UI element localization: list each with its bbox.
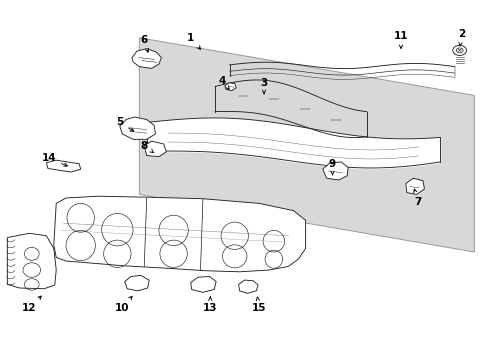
Text: 4: 4	[218, 76, 229, 89]
Text: 13: 13	[203, 297, 217, 313]
Text: 3: 3	[260, 78, 267, 94]
Polygon shape	[139, 38, 473, 252]
Text: 14: 14	[41, 153, 67, 166]
Polygon shape	[54, 196, 305, 272]
Polygon shape	[120, 117, 155, 139]
Polygon shape	[132, 49, 161, 68]
Circle shape	[455, 48, 462, 53]
Polygon shape	[405, 178, 424, 194]
Polygon shape	[46, 160, 81, 172]
Text: 9: 9	[328, 159, 335, 175]
Text: 8: 8	[141, 141, 153, 153]
Text: 12: 12	[22, 296, 41, 313]
Circle shape	[452, 45, 466, 55]
Polygon shape	[224, 83, 236, 91]
Text: 7: 7	[413, 189, 421, 207]
Text: 11: 11	[393, 31, 407, 48]
Polygon shape	[144, 141, 166, 157]
Polygon shape	[7, 233, 56, 289]
Polygon shape	[322, 162, 347, 180]
Text: 2: 2	[458, 29, 465, 46]
Polygon shape	[238, 280, 258, 293]
Text: 5: 5	[116, 117, 133, 131]
Text: 15: 15	[251, 297, 266, 313]
Text: 10: 10	[115, 296, 132, 313]
Polygon shape	[124, 275, 149, 291]
Polygon shape	[190, 276, 216, 292]
Text: 1: 1	[187, 33, 200, 49]
Text: 6: 6	[141, 35, 148, 52]
